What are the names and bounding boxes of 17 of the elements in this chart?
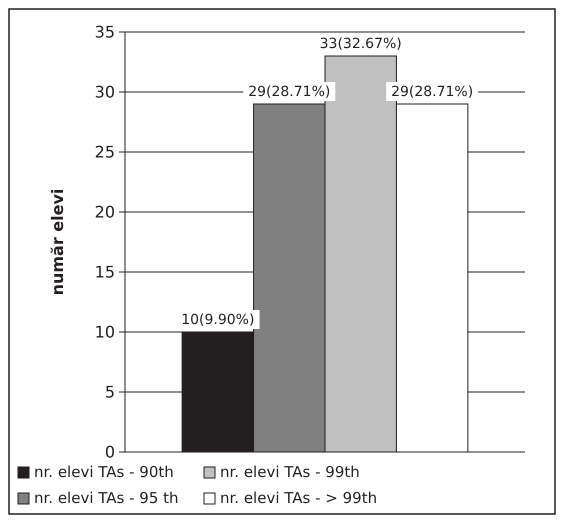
- data-label: 29(28.71%): [248, 84, 330, 100]
- y-tick-label: 5: [104, 382, 115, 402]
- y-axis-title: număr elevi: [48, 188, 67, 296]
- data-label: 29(28.71%): [391, 84, 474, 100]
- data-label: 10(9.90%): [181, 312, 254, 328]
- y-tick-label: 25: [94, 142, 115, 162]
- y-tick-label: 15: [94, 262, 115, 282]
- y-tick-label: 35: [94, 22, 115, 42]
- legend-label: nr. elevi TAs - > 99th: [220, 489, 378, 507]
- legend-label: nr. elevi TAs - 95 th: [34, 489, 179, 507]
- y-tick-label: 10: [94, 322, 115, 342]
- legend-label: nr. elevi TAs - 99th: [220, 463, 360, 481]
- data-label: 33(32.67%): [320, 36, 402, 52]
- y-tick-label: 20: [94, 202, 115, 222]
- legend-label: nr. elevi TAs - 90th: [34, 463, 174, 481]
- y-tick-label: 30: [94, 82, 115, 102]
- y-tick-label: 0: [104, 442, 115, 462]
